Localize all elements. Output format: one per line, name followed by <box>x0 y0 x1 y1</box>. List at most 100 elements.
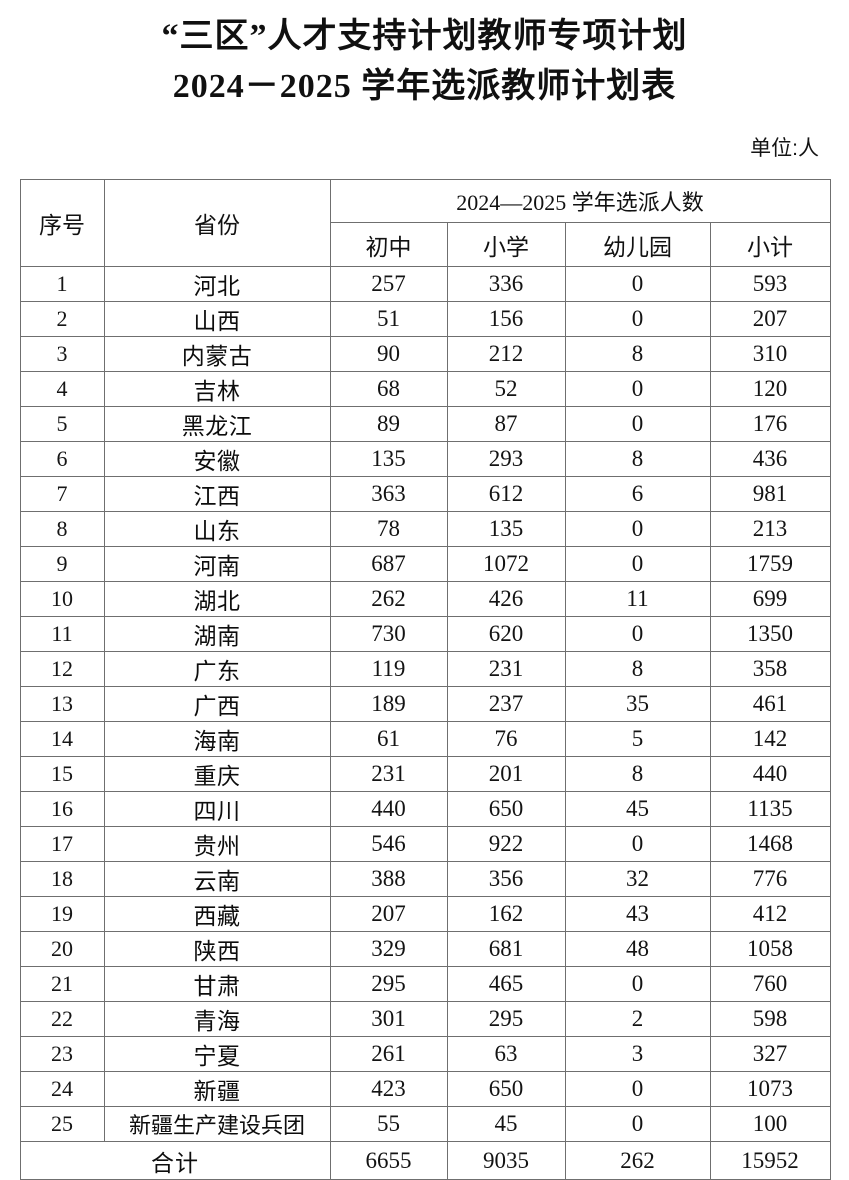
table-row: 17 贵州 546 922 0 1468 <box>19 826 831 862</box>
row-kindergarten: 0 <box>564 616 711 652</box>
row-subtotal: 310 <box>709 336 831 372</box>
row-index: 7 <box>19 476 105 512</box>
row-subtotal: 440 <box>709 756 831 792</box>
table-row: 19 西藏 207 162 43 412 <box>19 896 831 932</box>
row-subtotal: 1350 <box>709 616 831 652</box>
row-kindergarten: 8 <box>564 441 711 477</box>
row-junior-high: 90 <box>329 336 448 372</box>
row-kindergarten: 45 <box>564 791 711 827</box>
table-row: 8 山东 78 135 0 213 <box>19 511 831 547</box>
row-primary: 156 <box>446 301 566 337</box>
row-kindergarten: 0 <box>564 371 711 407</box>
unit-note-row: 单位:人 <box>0 132 849 162</box>
row-index: 11 <box>19 616 105 652</box>
title-line-1: “三区”人才支持计划教师专项计划 <box>161 18 688 55</box>
row-subtotal: 593 <box>709 266 831 302</box>
table-row: 10 湖北 262 426 11 699 <box>19 581 831 617</box>
table-row: 13 广西 189 237 35 461 <box>19 686 831 722</box>
table-row: 15 重庆 231 201 8 440 <box>19 756 831 792</box>
row-province: 贵州 <box>103 826 331 862</box>
row-primary: 87 <box>446 406 566 442</box>
header-primary: 小学 <box>446 222 566 267</box>
row-kindergarten: 6 <box>564 476 711 512</box>
row-kindergarten: 0 <box>564 406 711 442</box>
row-primary: 612 <box>446 476 566 512</box>
row-kindergarten: 8 <box>564 756 711 792</box>
row-primary: 650 <box>446 791 566 827</box>
row-primary: 45 <box>446 1106 566 1142</box>
table-row: 6 安徽 135 293 8 436 <box>19 441 831 477</box>
row-junior-high: 261 <box>329 1036 448 1072</box>
row-index: 16 <box>19 791 105 827</box>
row-primary: 356 <box>446 861 566 897</box>
table-row: 4 吉林 68 52 0 120 <box>19 371 831 407</box>
row-kindergarten: 32 <box>564 861 711 897</box>
row-province: 内蒙古 <box>103 336 331 372</box>
row-province: 山东 <box>103 511 331 547</box>
total-subtotal: 15952 <box>709 1141 831 1180</box>
table-row: 1 河北 257 336 0 593 <box>19 266 831 302</box>
header-kindergarten: 幼儿园 <box>564 222 711 267</box>
table-row: 5 黑龙江 89 87 0 176 <box>19 406 831 442</box>
table-container: 序号 省份 2024—2025 学年选派人数 初中 小学 幼儿园 小计 1 河北 2… <box>19 179 831 1180</box>
table-row: 14 海南 61 76 5 142 <box>19 721 831 757</box>
row-primary: 295 <box>446 1001 566 1037</box>
row-kindergarten: 48 <box>564 931 711 967</box>
row-index: 6 <box>19 441 105 477</box>
row-junior-high: 51 <box>329 301 448 337</box>
table-footer: 合计 6655 9035 262 15952 <box>19 1141 831 1180</box>
row-province: 山西 <box>103 301 331 337</box>
row-province: 重庆 <box>103 756 331 792</box>
header-province: 省份 <box>103 179 331 267</box>
table-body: 1 河北 257 336 0 593 2 山西 51 156 0 207 3 内蒙古 90 212 8 310 4 吉… <box>19 266 831 1142</box>
row-province: 新疆 <box>103 1071 331 1107</box>
row-province: 陕西 <box>103 931 331 967</box>
row-index: 19 <box>19 896 105 932</box>
row-junior-high: 207 <box>329 896 448 932</box>
row-subtotal: 598 <box>709 1001 831 1037</box>
document-title: “三区”人才支持计划教师专项计划 2024－2025 学年选派教师计划表 <box>0 0 849 112</box>
table-row: 9 河南 687 1072 0 1759 <box>19 546 831 582</box>
header-row-top: 序号 省份 2024—2025 学年选派人数 <box>19 179 831 267</box>
row-primary: 681 <box>446 931 566 967</box>
table-row: 11 湖南 730 620 0 1350 <box>19 616 831 652</box>
row-province: 河北 <box>103 266 331 302</box>
row-province: 吉林 <box>103 371 331 407</box>
row-primary: 650 <box>446 1071 566 1107</box>
row-kindergarten: 35 <box>564 686 711 722</box>
unit-note: 单位:人 <box>750 137 819 160</box>
table-row: 16 四川 440 650 45 1135 <box>19 791 831 827</box>
row-kindergarten: 5 <box>564 721 711 757</box>
row-primary: 52 <box>446 371 566 407</box>
row-primary: 922 <box>446 826 566 862</box>
row-junior-high: 363 <box>329 476 448 512</box>
table-row: 25 新疆生产建设兵团 55 45 0 100 <box>19 1106 831 1142</box>
row-primary: 162 <box>446 896 566 932</box>
row-junior-high: 301 <box>329 1001 448 1037</box>
row-junior-high: 257 <box>329 266 448 302</box>
row-primary: 336 <box>446 266 566 302</box>
row-province: 湖北 <box>103 581 331 617</box>
row-subtotal: 100 <box>709 1106 831 1142</box>
header-group-selection-count: 2024—2025 学年选派人数 <box>329 179 831 223</box>
row-subtotal: 142 <box>709 721 831 757</box>
row-kindergarten: 3 <box>564 1036 711 1072</box>
row-index: 10 <box>19 581 105 617</box>
row-primary: 465 <box>446 966 566 1002</box>
row-primary: 237 <box>446 686 566 722</box>
table-row: 3 内蒙古 90 212 8 310 <box>19 336 831 372</box>
row-province: 西藏 <box>103 896 331 932</box>
table-row: 12 广东 119 231 8 358 <box>19 651 831 687</box>
row-index: 13 <box>19 686 105 722</box>
row-index: 9 <box>19 546 105 582</box>
row-primary: 293 <box>446 441 566 477</box>
header-subtotal: 小计 <box>709 222 831 267</box>
row-index: 20 <box>19 931 105 967</box>
row-index: 18 <box>19 861 105 897</box>
row-province: 湖南 <box>103 616 331 652</box>
row-subtotal: 1468 <box>709 826 831 862</box>
row-subtotal: 120 <box>709 371 831 407</box>
row-index: 15 <box>19 756 105 792</box>
row-index: 21 <box>19 966 105 1002</box>
total-junior-high: 6655 <box>329 1141 448 1180</box>
